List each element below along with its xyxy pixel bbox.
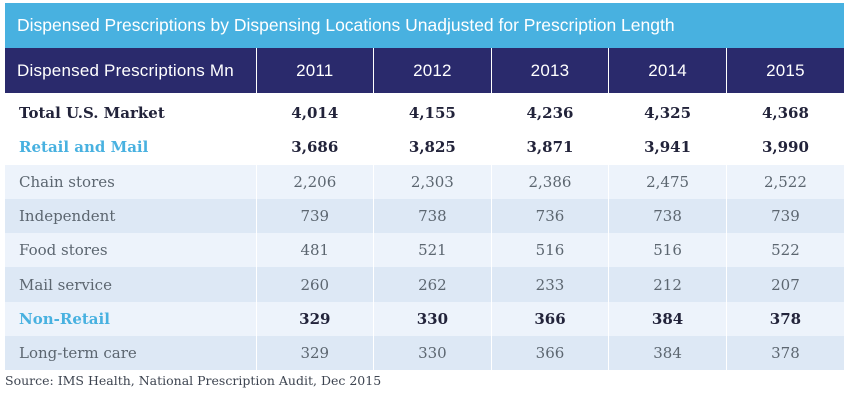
row-label: Independent xyxy=(5,198,256,234)
cell-value: 4,014 xyxy=(255,96,374,131)
cell-value: 262 xyxy=(373,267,492,302)
prescriptions-table-panel: Dispensed Prescriptions by Dispensing Lo… xyxy=(5,3,844,371)
cell-value: 2,522 xyxy=(725,164,844,199)
cell-value: 2,206 xyxy=(255,164,374,199)
row-label: Long-term care xyxy=(5,336,256,371)
cell-value: 212 xyxy=(608,267,727,302)
cell-value: 330 xyxy=(373,301,492,337)
cell-value: 3,871 xyxy=(490,130,609,165)
table-row-total-us-market: Total U.S. Market 4,014 4,155 4,236 4,32… xyxy=(5,96,844,131)
header-label: Dispensed Prescriptions Mn xyxy=(5,48,256,93)
cell-value: 233 xyxy=(490,267,609,302)
cell-value: 378 xyxy=(725,336,844,371)
cell-value: 738 xyxy=(373,198,492,234)
row-label: Non-Retail xyxy=(5,301,256,337)
cell-value: 329 xyxy=(255,301,374,337)
header-year: 2015 xyxy=(725,48,844,93)
header-year: 2011 xyxy=(255,48,374,93)
cell-value: 522 xyxy=(725,233,844,268)
prescriptions-table: Dispensed Prescriptions Mn 2011 2012 201… xyxy=(5,48,844,371)
row-label: Retail and Mail xyxy=(5,130,256,165)
cell-value: 481 xyxy=(255,233,374,268)
row-label: Total U.S. Market xyxy=(5,96,256,131)
table-row-non-retail: Non-Retail 329 330 366 384 378 xyxy=(5,301,844,337)
cell-value: 260 xyxy=(255,267,374,302)
cell-value: 366 xyxy=(490,301,609,337)
table-row-retail-and-mail: Retail and Mail 3,686 3,825 3,871 3,941 … xyxy=(5,130,844,165)
table-row-mail-service: Mail service 260 262 233 212 207 xyxy=(5,267,844,302)
cell-value: 384 xyxy=(608,336,727,371)
header-year: 2014 xyxy=(608,48,727,93)
cell-value: 739 xyxy=(725,198,844,234)
cell-value: 736 xyxy=(490,198,609,234)
table-row-long-term-care: Long-term care 329 330 366 384 378 xyxy=(5,336,844,371)
header-row: Dispensed Prescriptions Mn 2011 2012 201… xyxy=(5,48,844,93)
cell-value: 207 xyxy=(725,267,844,302)
cell-value: 330 xyxy=(373,336,492,371)
row-label: Chain stores xyxy=(5,164,256,199)
cell-value: 3,686 xyxy=(255,130,374,165)
cell-value: 4,155 xyxy=(373,96,492,131)
cell-value: 516 xyxy=(490,233,609,268)
cell-value: 739 xyxy=(255,198,374,234)
cell-value: 384 xyxy=(608,301,727,337)
cell-value: 3,941 xyxy=(608,130,727,165)
header-year: 2013 xyxy=(490,48,609,93)
cell-value: 329 xyxy=(255,336,374,371)
source-note: Source: IMS Health, National Prescriptio… xyxy=(5,373,382,388)
table-row-food-stores: Food stores 481 521 516 516 522 xyxy=(5,233,844,268)
table-title: Dispensed Prescriptions by Dispensing Lo… xyxy=(5,3,844,48)
cell-value: 3,990 xyxy=(725,130,844,165)
row-label: Mail service xyxy=(5,267,256,302)
row-label: Food stores xyxy=(5,233,256,268)
cell-value: 738 xyxy=(608,198,727,234)
cell-value: 4,236 xyxy=(490,96,609,131)
table-row-chain-stores: Chain stores 2,206 2,303 2,386 2,475 2,5… xyxy=(5,164,844,199)
cell-value: 4,325 xyxy=(608,96,727,131)
cell-value: 2,303 xyxy=(373,164,492,199)
cell-value: 2,386 xyxy=(490,164,609,199)
cell-value: 2,475 xyxy=(608,164,727,199)
cell-value: 3,825 xyxy=(373,130,492,165)
cell-value: 521 xyxy=(373,233,492,268)
cell-value: 4,368 xyxy=(725,96,844,131)
header-year: 2012 xyxy=(373,48,492,93)
cell-value: 516 xyxy=(608,233,727,268)
cell-value: 378 xyxy=(725,301,844,337)
table-row-independent: Independent 739 738 736 738 739 xyxy=(5,198,844,234)
cell-value: 366 xyxy=(490,336,609,371)
